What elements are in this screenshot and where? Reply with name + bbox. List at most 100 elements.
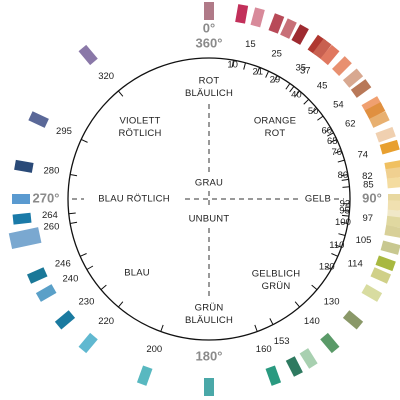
hue-label: 80 <box>338 170 349 181</box>
hue-tick <box>80 138 88 143</box>
hue-tick <box>285 83 291 90</box>
hue-label: 105 <box>356 235 372 246</box>
hue-tick <box>327 132 334 137</box>
hue-label: 54 <box>333 99 344 110</box>
color-swatch <box>14 159 34 173</box>
color-swatch <box>320 332 340 354</box>
color-swatch <box>375 255 396 272</box>
color-swatch <box>78 332 98 354</box>
sector-label: ROT <box>265 128 286 139</box>
hue-tick <box>68 212 76 215</box>
hue-label: 74 <box>358 149 369 160</box>
sector-label: RÖTLICH <box>118 128 161 139</box>
hue-label: 220 <box>98 316 114 327</box>
hue-label: 114 <box>348 259 363 270</box>
hue-label: 70 <box>332 147 343 158</box>
sector-label: GRÜN <box>195 303 224 314</box>
hue-label: 260 <box>44 221 60 232</box>
color-swatch <box>26 267 48 284</box>
color-swatch <box>320 44 340 66</box>
color-swatch <box>350 79 372 98</box>
hue-tick <box>340 174 348 177</box>
cardinal-label: 90° <box>362 190 382 205</box>
sector-label: GELBLICH <box>252 269 301 280</box>
color-swatch <box>361 284 383 302</box>
hue-tick <box>117 301 124 308</box>
hue-label: 37 <box>300 66 311 77</box>
hue-label: 246 <box>55 259 71 270</box>
cardinal-label: 360° <box>196 35 223 50</box>
color-swatch <box>136 365 153 386</box>
hue-label: 320 <box>98 71 114 82</box>
hue-tick <box>256 67 260 75</box>
color-swatch <box>268 13 285 34</box>
cardinal-label: 180° <box>196 348 223 363</box>
color-swatch <box>12 194 30 204</box>
color-swatch <box>375 126 396 143</box>
sector-label: GELB <box>305 194 331 205</box>
color-swatch <box>312 38 332 60</box>
color-swatch <box>386 176 400 189</box>
color-swatch <box>386 215 400 228</box>
hue-tick <box>340 221 348 224</box>
sector-label: BLÄULICH <box>185 88 233 99</box>
sector-label: BLAU <box>124 268 150 279</box>
hue-tick <box>311 284 318 291</box>
hue-label: 45 <box>317 80 328 91</box>
hue-tick <box>273 75 278 83</box>
sector-label: BLÄULICH <box>185 315 233 326</box>
color-swatch <box>204 2 214 20</box>
hue-label: 160 <box>256 344 272 355</box>
cardinal-label: 0° <box>203 20 215 35</box>
color-swatch <box>235 4 249 24</box>
hue-label: 130 <box>324 296 340 307</box>
color-swatch <box>369 111 390 128</box>
hue-label: 230 <box>79 296 95 307</box>
color-swatch <box>342 310 364 330</box>
hue-label: 15 <box>245 39 256 50</box>
hue-label: 120 <box>319 262 335 273</box>
hue-label: 110 <box>329 240 344 251</box>
hue-label: 35 <box>295 62 306 73</box>
hue-label: 280 <box>44 166 60 177</box>
sector-label: VIOLETT <box>120 116 161 127</box>
hue-tick <box>254 324 258 332</box>
color-swatch <box>379 139 400 155</box>
color-swatch <box>35 284 57 302</box>
hue-circle <box>67 57 351 341</box>
hue-tick <box>324 265 332 270</box>
color-swatch <box>380 240 400 255</box>
sector-label: UNBUNT <box>189 214 230 225</box>
hue-tick <box>338 233 346 236</box>
hue-label: 50 <box>308 106 319 117</box>
color-swatch <box>78 44 98 66</box>
sector-label: GRAU <box>195 178 223 189</box>
cardinal-label: 270° <box>33 190 60 205</box>
hue-tick <box>334 150 342 154</box>
color-swatch <box>342 68 364 88</box>
hue-tick <box>342 210 350 212</box>
color-swatch <box>361 96 383 114</box>
hue-tick <box>100 284 107 291</box>
hue-label: 200 <box>146 344 162 355</box>
color-swatch <box>28 111 49 128</box>
hue-label: 295 <box>56 126 72 137</box>
hue-label: 29 <box>270 75 281 86</box>
hue-tick <box>337 159 345 163</box>
hue-tick <box>294 301 301 308</box>
hue-tick <box>243 62 246 70</box>
hue-tick <box>289 86 295 93</box>
hue-label: 65 <box>327 136 338 147</box>
hue-label: 95 <box>339 205 350 216</box>
color-swatch <box>265 365 282 386</box>
hue-tick <box>79 253 87 257</box>
hue-label: 82 <box>362 171 373 182</box>
hue-tick <box>317 115 324 121</box>
color-swatch <box>307 34 327 56</box>
color-swatch <box>8 227 42 250</box>
hue-tick <box>70 221 78 224</box>
color-swatch <box>388 194 400 204</box>
color-swatch <box>12 212 32 225</box>
hue-tick <box>269 318 274 325</box>
